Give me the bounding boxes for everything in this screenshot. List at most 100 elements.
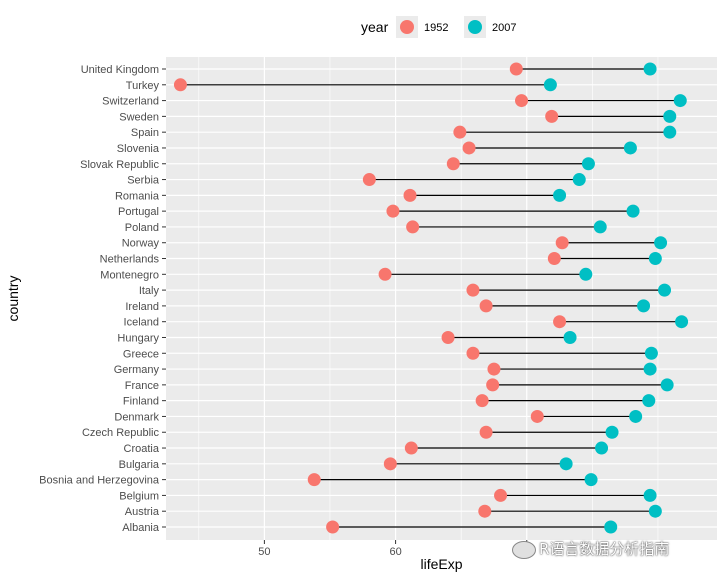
legend-title: year — [361, 19, 389, 35]
point-1952 — [173, 78, 187, 92]
y-tick-label: Hungary — [117, 332, 159, 344]
point-1952 — [462, 141, 476, 155]
y-tick-label: Denmark — [114, 411, 159, 423]
y-tick-label: Serbia — [127, 175, 160, 187]
point-2007 — [553, 188, 567, 202]
point-2007 — [648, 504, 662, 518]
point-1952 — [547, 252, 561, 266]
x-tick-label: 60 — [389, 546, 401, 558]
y-tick-label: Iceland — [124, 317, 159, 329]
point-2007 — [642, 394, 656, 408]
point-1952 — [494, 488, 508, 502]
y-tick-label: Albania — [122, 522, 160, 534]
watermark: R语言数据分析指南 — [512, 538, 669, 559]
y-tick-label: Germany — [114, 364, 160, 376]
marks — [173, 62, 689, 534]
point-1952 — [326, 520, 340, 534]
point-2007 — [644, 346, 658, 360]
point-1952 — [404, 441, 418, 455]
point-1952 — [509, 62, 523, 76]
point-2007 — [626, 204, 640, 218]
point-1952 — [555, 236, 569, 250]
point-2007 — [572, 173, 586, 187]
y-tick-label: Finland — [123, 396, 159, 408]
x-tick-label: 50 — [258, 546, 270, 558]
point-1952 — [383, 457, 397, 471]
point-2007 — [581, 157, 595, 171]
point-1952 — [466, 346, 480, 360]
point-2007 — [559, 457, 573, 471]
legend-key-2007 — [468, 20, 482, 34]
y-axis-label: country — [5, 276, 21, 322]
y-tick-label: Netherlands — [100, 254, 160, 266]
point-2007 — [595, 441, 609, 455]
y-tick-label: Switzerland — [102, 96, 159, 108]
point-2007 — [543, 78, 557, 92]
point-1952 — [446, 157, 460, 171]
x-axis-label: lifeExp — [420, 556, 462, 572]
watermark-text: R语言数据分析指南 — [539, 540, 670, 558]
y-tick-label: Croatia — [124, 443, 160, 455]
point-2007 — [643, 362, 657, 376]
point-2007 — [584, 473, 598, 487]
point-2007 — [605, 425, 619, 439]
point-2007 — [663, 125, 677, 139]
point-1952 — [307, 473, 321, 487]
y-tick-label: Romania — [115, 190, 160, 202]
point-2007 — [579, 267, 593, 281]
y-tick-label: Greece — [123, 348, 159, 360]
y-tick-label: Bulgaria — [119, 459, 160, 471]
point-2007 — [563, 330, 577, 344]
point-1952 — [553, 315, 567, 329]
y-tick-label: Norway — [122, 238, 160, 250]
point-1952 — [441, 330, 455, 344]
point-2007 — [673, 94, 687, 108]
point-2007 — [675, 315, 689, 329]
y-tick-label: France — [125, 380, 159, 392]
y-tick-label: Montenegro — [100, 269, 159, 281]
point-2007 — [658, 283, 672, 297]
y-tick-label: Portugal — [118, 206, 159, 218]
point-1952 — [386, 204, 400, 218]
point-2007 — [663, 109, 677, 123]
point-1952 — [515, 94, 529, 108]
point-1952 — [530, 409, 544, 423]
point-1952 — [487, 362, 501, 376]
y-tick-label: Spain — [131, 127, 159, 139]
y-tick-label: Ireland — [125, 301, 159, 313]
y-tick-label: Slovak Republic — [80, 159, 159, 171]
point-2007 — [629, 409, 643, 423]
wechat-icon — [512, 540, 536, 559]
point-2007 — [643, 488, 657, 502]
point-1952 — [545, 109, 559, 123]
y-tick-label: Turkey — [126, 80, 160, 92]
point-2007 — [660, 378, 674, 392]
point-2007 — [637, 299, 651, 313]
y-tick-label: Sweden — [119, 111, 159, 123]
y-tick-label: Bosnia and Herzegovina — [39, 475, 160, 487]
point-1952 — [378, 267, 392, 281]
point-1952 — [453, 125, 467, 139]
point-1952 — [362, 173, 376, 187]
y-tick-label: Austria — [125, 506, 160, 518]
point-2007 — [604, 520, 618, 534]
point-2007 — [593, 220, 607, 234]
point-1952 — [478, 504, 492, 518]
point-2007 — [623, 141, 637, 155]
x-axis: 506070 — [258, 540, 533, 558]
point-1952 — [403, 188, 417, 202]
point-1952 — [406, 220, 420, 234]
legend: year 1952 2007 — [361, 16, 516, 38]
plot-panel — [166, 57, 717, 540]
y-tick-label: United Kingdom — [81, 64, 159, 76]
y-tick-label: Slovenia — [117, 143, 160, 155]
point-2007 — [648, 252, 662, 266]
y-tick-label: Czech Republic — [82, 427, 160, 439]
point-2007 — [654, 236, 668, 250]
legend-label: 1952 — [424, 22, 448, 34]
y-tick-label: Italy — [139, 285, 160, 297]
point-1952 — [486, 378, 500, 392]
y-tick-label: Belgium — [119, 490, 159, 502]
legend-label: 2007 — [492, 22, 516, 34]
point-1952 — [466, 283, 480, 297]
